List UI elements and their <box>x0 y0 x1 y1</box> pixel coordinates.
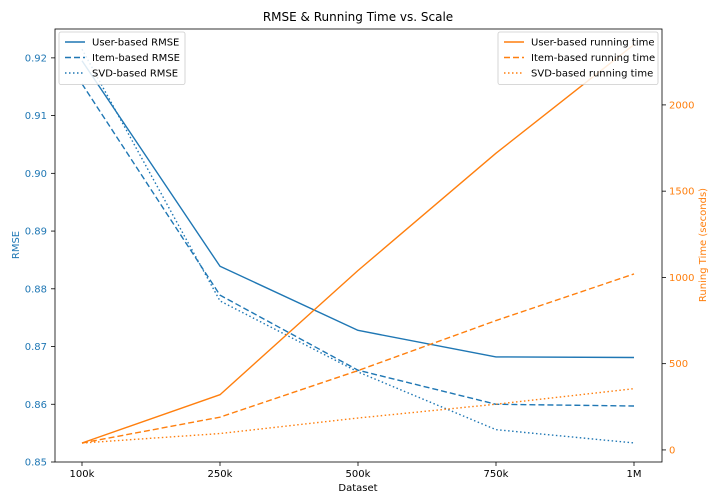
lines-layer <box>81 43 635 444</box>
y-right-tick-label: 500 <box>669 359 688 370</box>
x-tick-label: 1M <box>627 469 642 480</box>
y-left-tick-label: 0.90 <box>25 169 47 180</box>
y-right-tick-label: 1000 <box>669 273 694 284</box>
rmse-series-dashed-line <box>81 83 635 407</box>
legend-box <box>497 31 659 85</box>
time-series-dashed-line <box>81 273 635 444</box>
ticks-layer: 100k 250k 500k 750k 1M 0.85 0.86 0.87 0.88 0.89 0.… <box>25 53 695 480</box>
legend-entry: SVD-based RMSE <box>92 69 178 80</box>
legend-entry: Item-based running time <box>531 53 655 64</box>
x-tick-label: 750k <box>484 469 509 480</box>
y-right-tick-label: 0 <box>669 445 675 456</box>
legend-entry: SVD-based running time <box>531 69 653 80</box>
chart-title: RMSE & Running Time vs. Scale <box>263 10 453 24</box>
y-left-tick-label: 0.89 <box>25 227 47 238</box>
x-tick-label: 250k <box>208 469 233 480</box>
x-axis-label: Dataset <box>338 483 377 494</box>
y-left-tick-label: 0.87 <box>25 342 47 353</box>
time-series-dotted-line <box>81 387 635 444</box>
y-left-tick-label: 0.88 <box>25 284 47 295</box>
legend-entry: User-based RMSE <box>92 38 179 49</box>
y-right-tick-label: 1500 <box>669 187 694 198</box>
legend-box <box>58 31 186 85</box>
y-axis-right-label: Runing Time (seconds) <box>698 188 709 302</box>
y-left-tick-label: 0.86 <box>25 400 47 411</box>
legend-entry: Item-based RMSE <box>92 53 180 64</box>
y-left-tick-label: 0.85 <box>25 458 47 469</box>
x-tick-label: 100k <box>70 469 95 480</box>
legend-left: User-based RMSE Item-based RMSE SVD-based … <box>58 31 186 85</box>
y-left-tick-label: 0.92 <box>25 53 47 64</box>
y-axis-left-label: RMSE <box>11 231 22 259</box>
y-left-tick-label: 0.91 <box>25 111 47 122</box>
y-right-tick-label: 2000 <box>669 100 694 111</box>
legend-entry: User-based running time <box>531 38 655 49</box>
legend-right: User-based running time Item-based runnin… <box>497 31 659 85</box>
time-series-solid-line <box>81 43 635 444</box>
x-tick-label: 500k <box>346 469 371 480</box>
plot-frame <box>54 28 663 463</box>
rmse-series-solid-line <box>81 60 635 359</box>
